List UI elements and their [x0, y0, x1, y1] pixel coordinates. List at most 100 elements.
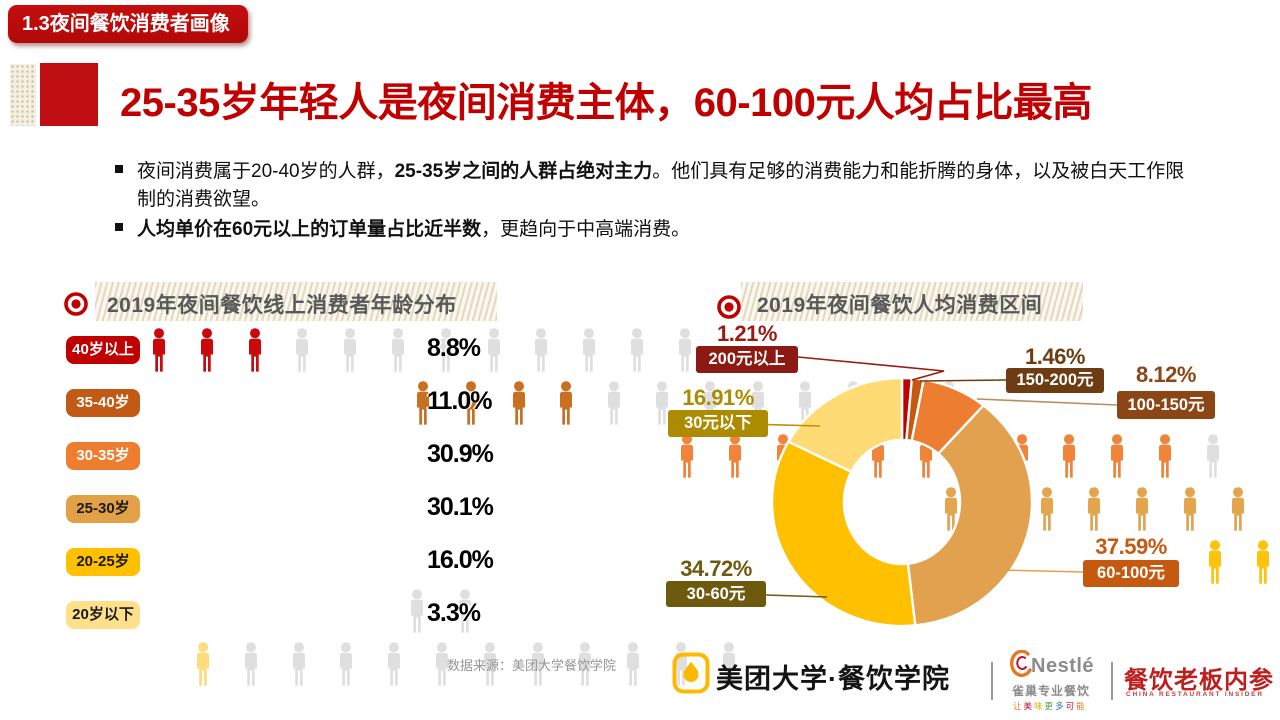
donut-badge: 60-100元	[1083, 560, 1179, 587]
donut-slice	[770, 440, 917, 628]
person-icon	[148, 328, 170, 372]
bullet-segment: 夜间消费属于20-40岁的人群，	[137, 161, 395, 182]
insider-sub-text: CHINA RESTAURANT INSIDER	[1126, 691, 1264, 698]
person-icon	[578, 328, 600, 372]
nestle-tagline-char: 更	[1044, 701, 1056, 711]
bullet-segment: ，更趋向于中高端消费。	[481, 219, 691, 240]
page-title: 25-35岁年轻人是夜间消费主体，60-100元人均占比最高	[120, 81, 1092, 125]
age-badge: 35-40岁	[66, 389, 140, 417]
person-icon	[406, 589, 428, 633]
person-icon	[1058, 434, 1080, 478]
person-icon	[387, 328, 409, 372]
donut-value: 1.21%	[717, 321, 777, 346]
bullet-segment: 人均单价在60元以上的订单量占比近半数	[137, 219, 482, 240]
title-deco-dots	[10, 64, 36, 126]
person-icon	[670, 642, 692, 686]
person-icon	[288, 642, 310, 686]
person-icon	[1106, 434, 1128, 478]
age-distribution-chart: 40岁以上 8.8% 35-40岁 11.0% 30-35岁	[0, 0, 1280, 686]
person-icon	[192, 642, 214, 686]
donut-badge: 100-150元	[1117, 391, 1215, 419]
bullet-text: 人均单价在60元以上的订单量占比近半数，更趋向于中高端消费。	[115, 216, 1195, 244]
donut-value: 1.46%	[1025, 344, 1085, 369]
person-icon	[479, 642, 501, 686]
leader-line	[999, 569, 1084, 573]
person-icon	[651, 381, 673, 425]
donut-badge: 30元以下	[668, 410, 768, 437]
age-value: 3.3%	[427, 599, 481, 627]
person-icon	[1204, 540, 1226, 584]
age-value: 8.8%	[427, 334, 481, 362]
nestle-tagline-char: 味	[1034, 701, 1045, 711]
age-badge: 20岁以下	[66, 601, 140, 629]
title-deco-square	[40, 63, 98, 126]
person-icon	[291, 328, 313, 372]
person-icon	[240, 642, 262, 686]
person-icon	[196, 328, 218, 372]
person-icon	[1227, 487, 1249, 531]
age-badge: 25-30岁	[66, 495, 140, 523]
nestle-sub-text: 雀巢专业餐饮	[1012, 684, 1091, 698]
left-chart-title-box: 2019年夜间餐饮线上消费者年龄分布	[95, 282, 497, 321]
person-icon	[1036, 487, 1058, 531]
nestle-tagline: 让美味更多可能	[1013, 700, 1087, 712]
bullet-text: 夜间消费属于20-40岁的人群，25-35岁之间的人群占绝对主力。他们具有足够的…	[115, 158, 1195, 214]
person-icon	[454, 589, 476, 633]
donut-value: 37.59%	[1095, 534, 1167, 559]
donut-badge: 200元以上	[696, 346, 798, 373]
bullet-segment: 25-35岁之间的人群占绝对主力	[394, 161, 653, 182]
bullet-item: 人均单价在60元以上的订单量占比近半数，更趋向于中高端消费。	[115, 216, 1195, 244]
nestle-tagline-char: 美	[1023, 701, 1035, 711]
meituan-logo-text: 美团大学·餐饮学院	[716, 664, 950, 694]
donut-badge: 30-60元	[666, 581, 766, 607]
bullseye-icon	[717, 295, 741, 319]
nestle-logo-text: Nestlé	[1031, 655, 1095, 677]
person-icon	[1131, 487, 1153, 531]
person-icon	[1154, 434, 1176, 478]
section-badge: 1.3夜间餐饮消费者画像	[8, 5, 248, 43]
person-icon	[435, 328, 457, 372]
leader-line	[919, 379, 1007, 382]
age-value: 16.0%	[427, 546, 494, 574]
person-icon	[412, 381, 434, 425]
donut-value: 34.72%	[680, 556, 752, 581]
person-icon	[527, 642, 549, 686]
age-badge: 20-25岁	[66, 548, 140, 576]
person-icon	[555, 381, 577, 425]
leader-line	[976, 398, 1118, 406]
donut-value: 8.12%	[1136, 362, 1196, 387]
meituan-logo-icon	[672, 652, 710, 694]
nestle-tagline-char: 能	[1076, 701, 1087, 711]
person-icon	[1083, 487, 1105, 531]
leader-line	[765, 594, 828, 598]
data-source-note: 数据来源：美团大学餐饮学院	[447, 658, 617, 673]
donut-value: 16.91%	[682, 385, 754, 410]
nestle-tagline-char: 让	[1013, 701, 1024, 711]
person-icon	[1202, 434, 1224, 478]
person-icon	[383, 642, 405, 686]
age-value: 11.0%	[427, 387, 493, 415]
leader-line	[797, 356, 945, 381]
person-icon	[530, 328, 552, 372]
person-icon	[335, 642, 357, 686]
right-chart-title-box: 2019年夜间餐饮人均消费区间	[741, 282, 1083, 321]
left-chart-title: 2019年夜间餐饮线上消费者年龄分布	[107, 294, 457, 317]
age-value: 30.9%	[427, 440, 494, 468]
person-icon	[244, 328, 266, 372]
person-icon	[431, 642, 453, 686]
person-icon	[940, 487, 962, 531]
person-icon	[626, 328, 648, 372]
footer-divider	[1111, 662, 1113, 700]
donut-slice	[786, 376, 904, 474]
insider-logo-text: 餐饮老板内参	[1124, 668, 1274, 694]
person-icon	[483, 328, 505, 372]
bullet-segment: 。他们具有足够的消费能力和能折腾的身体，以及被白天工作限制的消费欲望。	[137, 161, 1185, 210]
person-icon	[718, 642, 740, 686]
nestle-tagline-char: 可	[1065, 701, 1077, 711]
age-badge: 40岁以上	[66, 336, 140, 364]
person-icon	[339, 328, 361, 372]
footer-divider	[991, 662, 993, 700]
nestle-swirl-icon	[1010, 650, 1032, 678]
person-icon	[1179, 487, 1201, 531]
